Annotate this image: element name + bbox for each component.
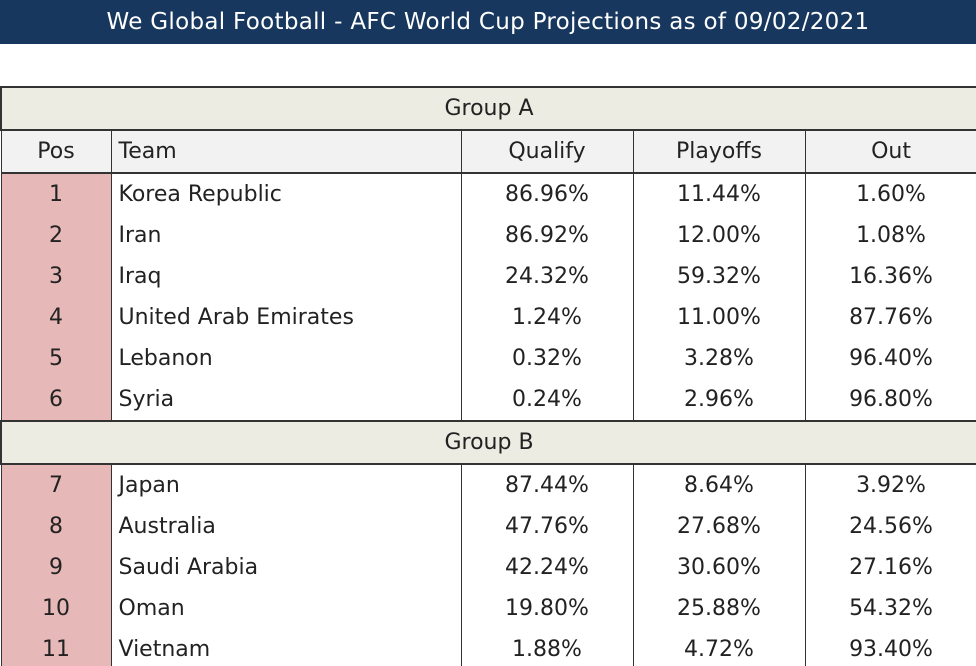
cell: 24.32% — [460, 256, 634, 297]
cell: 1.60% — [804, 173, 976, 215]
cell: United Arab Emirates — [110, 297, 462, 338]
team-row: 6 Syria 0.24% 2.96% 96.80% — [0, 379, 976, 421]
cell: 59.32% — [632, 256, 806, 297]
cell: 87.76% — [804, 297, 976, 338]
team-row: 7 Japan 87.44% 8.64% 3.92% — [0, 464, 976, 506]
group-name: Group B — [0, 420, 976, 465]
cell: 25.88% — [632, 588, 806, 629]
group-name: Group A — [0, 86, 976, 131]
cell: 3.28% — [632, 338, 806, 379]
cell: 86.96% — [460, 173, 634, 215]
table-body: Group A Pos Team Qualify Playoffs Out 1 Korea R… — [0, 86, 976, 666]
cell: 2 — [0, 215, 112, 256]
cell: 4.72% — [632, 629, 806, 666]
cell: 1.08% — [804, 215, 976, 256]
cell: Korea Republic — [110, 173, 462, 215]
cell: 11.44% — [632, 173, 806, 215]
cell: 30.60% — [632, 547, 806, 588]
cell: Iraq — [110, 256, 462, 297]
cell: 87.44% — [460, 464, 634, 506]
cell: 24.56% — [804, 506, 976, 547]
cell: Vietnam — [110, 629, 462, 666]
team-row: 5 Lebanon 0.32% 3.28% 96.40% — [0, 338, 976, 379]
cell: 3 — [0, 256, 112, 297]
team-row: 11 Vietnam 1.88% 4.72% 93.40% — [0, 629, 976, 666]
column-header: Team — [110, 130, 462, 174]
projection-table: Group A Pos Team Qualify Playoffs Out 1 Korea R… — [0, 86, 976, 666]
cell: 9 — [0, 547, 112, 588]
title-bar: We Global Football - AFC World Cup Proje… — [0, 0, 976, 44]
group-row: Group A — [0, 86, 976, 131]
team-row: 8 Australia 47.76% 27.68% 24.56% — [0, 506, 976, 547]
cell: 93.40% — [804, 629, 976, 666]
cell: 8.64% — [632, 464, 806, 506]
cell: Iran — [110, 215, 462, 256]
team-row: 1 Korea Republic 86.96% 11.44% 1.60% — [0, 173, 976, 215]
cell: 27.16% — [804, 547, 976, 588]
column-header: Out — [804, 130, 976, 174]
cell: 6 — [0, 379, 112, 421]
header-row: Pos Team Qualify Playoffs Out — [0, 130, 976, 174]
cell: 7 — [0, 464, 112, 506]
cell: Lebanon — [110, 338, 462, 379]
cell: 16.36% — [804, 256, 976, 297]
team-row: 4 United Arab Emirates 1.24% 11.00% 87.76% — [0, 297, 976, 338]
cell: 0.32% — [460, 338, 634, 379]
cell: 1.88% — [460, 629, 634, 666]
cell: 1.24% — [460, 297, 634, 338]
cell: 11 — [0, 629, 112, 666]
cell: 0.24% — [460, 379, 634, 421]
cell: 54.32% — [804, 588, 976, 629]
cell: Australia — [110, 506, 462, 547]
cell: 3.92% — [804, 464, 976, 506]
cell: 1 — [0, 173, 112, 215]
cell: 2.96% — [632, 379, 806, 421]
team-row: 2 Iran 86.92% 12.00% 1.08% — [0, 215, 976, 256]
team-row: 9 Saudi Arabia 42.24% 30.60% 27.16% — [0, 547, 976, 588]
cell: 12.00% — [632, 215, 806, 256]
cell: 96.40% — [804, 338, 976, 379]
column-header: Pos — [0, 130, 112, 174]
column-header: Playoffs — [632, 130, 806, 174]
column-header: Qualify — [460, 130, 634, 174]
cell: Japan — [110, 464, 462, 506]
cell: 19.80% — [460, 588, 634, 629]
group-row: Group B — [0, 420, 976, 465]
cell: 4 — [0, 297, 112, 338]
cell: 5 — [0, 338, 112, 379]
cell: 47.76% — [460, 506, 634, 547]
cell: 27.68% — [632, 506, 806, 547]
cell: 8 — [0, 506, 112, 547]
cell: Oman — [110, 588, 462, 629]
cell: 11.00% — [632, 297, 806, 338]
team-row: 10 Oman 19.80% 25.88% 54.32% — [0, 588, 976, 629]
cell: 96.80% — [804, 379, 976, 421]
cell: 10 — [0, 588, 112, 629]
cell: Syria — [110, 379, 462, 421]
cell: 42.24% — [460, 547, 634, 588]
team-row: 3 Iraq 24.32% 59.32% 16.36% — [0, 256, 976, 297]
cell: 86.92% — [460, 215, 634, 256]
cell: Saudi Arabia — [110, 547, 462, 588]
table-wrap: Group A Pos Team Qualify Playoffs Out 1 Korea R… — [0, 86, 976, 666]
